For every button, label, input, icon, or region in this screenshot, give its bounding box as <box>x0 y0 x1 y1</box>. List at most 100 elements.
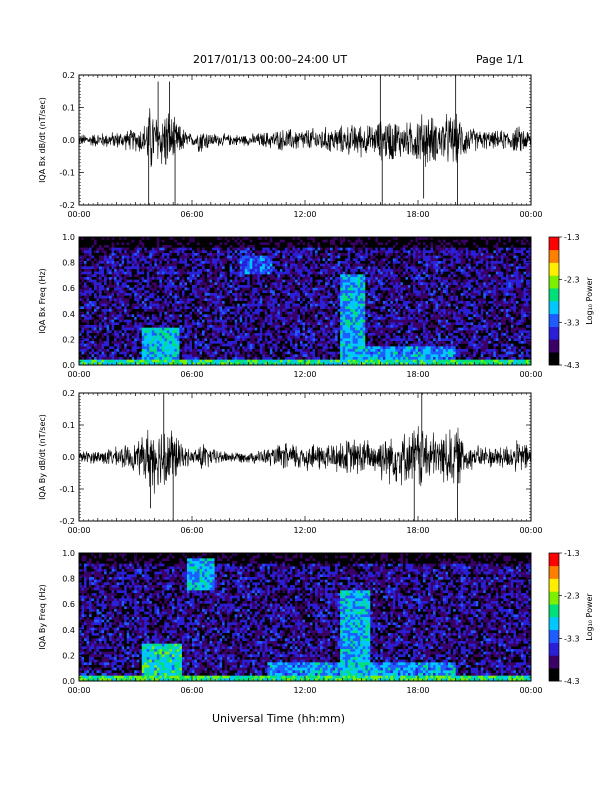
heatmap-cell <box>204 354 208 358</box>
heatmap-cell <box>156 266 160 270</box>
heatmap-cell <box>289 255 293 259</box>
heatmap-cell <box>81 250 85 254</box>
heatmap-cell <box>179 298 183 302</box>
heatmap-cell <box>224 330 228 334</box>
heatmap-cell <box>222 237 225 240</box>
heatmap-cell <box>224 335 228 339</box>
heatmap-cell <box>259 314 263 318</box>
heatmap-cell <box>131 333 135 336</box>
heatmap-cell <box>176 357 180 360</box>
heatmap-cell <box>116 245 120 248</box>
heatmap-cell <box>176 303 180 307</box>
heatmap-cell <box>116 327 120 331</box>
heatmap-cell <box>239 239 243 243</box>
heatmap-cell <box>294 261 298 264</box>
heatmap-cell <box>284 319 288 323</box>
heatmap-cell <box>124 335 128 339</box>
heatmap-cell <box>109 255 112 259</box>
heatmap-cell <box>264 349 268 352</box>
heatmap-cell <box>237 258 241 262</box>
heatmap-cell <box>126 282 130 286</box>
heatmap-cell <box>305 247 308 251</box>
heatmap-cell <box>239 258 243 262</box>
heatmap-cell <box>174 298 178 302</box>
heatmap-cell <box>86 298 90 302</box>
heatmap-cell <box>229 242 233 246</box>
heatmap-cell <box>194 303 198 307</box>
heatmap-cell <box>109 335 112 339</box>
heatmap-cell <box>194 245 198 248</box>
heatmap-cell <box>199 325 203 328</box>
heatmap-cell <box>164 311 168 315</box>
heatmap-cell <box>199 338 203 342</box>
heatmap-cell <box>129 285 133 288</box>
heatmap-cell <box>169 349 173 352</box>
heatmap-cell <box>101 237 105 240</box>
heatmap-cell <box>224 290 228 294</box>
heatmap-cell <box>136 354 140 358</box>
heatmap-cell <box>89 255 92 259</box>
heatmap-cell <box>79 250 82 254</box>
heatmap-cell <box>176 343 180 347</box>
heatmap-cell <box>156 298 160 302</box>
heatmap-cell <box>166 349 170 352</box>
heatmap-cell <box>134 269 138 272</box>
heatmap-cell <box>219 263 223 267</box>
heatmap-cell <box>144 349 148 352</box>
heatmap-cell <box>317 351 321 355</box>
heatmap-cell <box>219 343 223 347</box>
heatmap-cell <box>237 338 241 342</box>
heatmap-cell <box>224 266 228 270</box>
heatmap-cell <box>159 271 163 275</box>
heatmap-cell <box>134 258 138 262</box>
heatmap-cell <box>237 298 241 302</box>
heatmap-cell <box>192 317 195 320</box>
heatmap-cell <box>94 277 97 280</box>
heatmap-cell <box>86 314 90 318</box>
heatmap-cell <box>161 303 165 307</box>
heatmap-cell <box>224 263 228 267</box>
heatmap-cell <box>111 306 115 310</box>
heatmap-cell <box>252 282 256 286</box>
heatmap-cell <box>252 298 256 302</box>
heatmap-cell <box>124 346 128 350</box>
heatmap-cell <box>99 354 102 358</box>
heatmap-cell <box>161 309 165 312</box>
heatmap-cell <box>227 303 230 307</box>
heatmap-cell <box>317 357 321 360</box>
heatmap-cell <box>131 325 135 328</box>
heatmap-cell <box>315 306 318 310</box>
heatmap-cell <box>222 282 225 286</box>
heatmap-cell <box>320 274 323 278</box>
heatmap-cell <box>287 269 291 272</box>
heatmap-cell <box>292 266 296 270</box>
heatmap-cell <box>284 295 288 299</box>
heatmap-cell <box>169 269 173 272</box>
heatmap-cell <box>234 263 238 267</box>
heatmap-cell <box>151 322 155 326</box>
heatmap-cell <box>181 237 185 240</box>
heatmap-cell <box>116 261 120 264</box>
heatmap-cell <box>99 290 102 294</box>
heatmap-cell <box>305 266 308 270</box>
heatmap-cell <box>252 271 256 275</box>
heatmap-cell <box>197 242 200 246</box>
heatmap-cell <box>81 359 85 363</box>
heatmap-cell <box>197 346 200 350</box>
heatmap-cell <box>269 335 273 339</box>
heatmap-cell <box>219 325 223 328</box>
heatmap-cell <box>129 245 133 248</box>
heatmap-cell <box>277 295 281 299</box>
heatmap-cell <box>237 330 241 334</box>
heatmap-cell <box>156 319 160 323</box>
heatmap-cell <box>242 274 246 278</box>
heatmap-cell <box>244 269 248 272</box>
heatmap-cell <box>131 351 135 355</box>
heatmap-cell <box>171 314 175 318</box>
heatmap-cell <box>192 287 195 291</box>
heatmap-cell <box>186 269 190 272</box>
heatmap-cell <box>96 261 100 264</box>
heatmap-cell <box>287 298 291 302</box>
heatmap-cell <box>174 263 178 267</box>
heatmap-cell <box>249 295 253 299</box>
